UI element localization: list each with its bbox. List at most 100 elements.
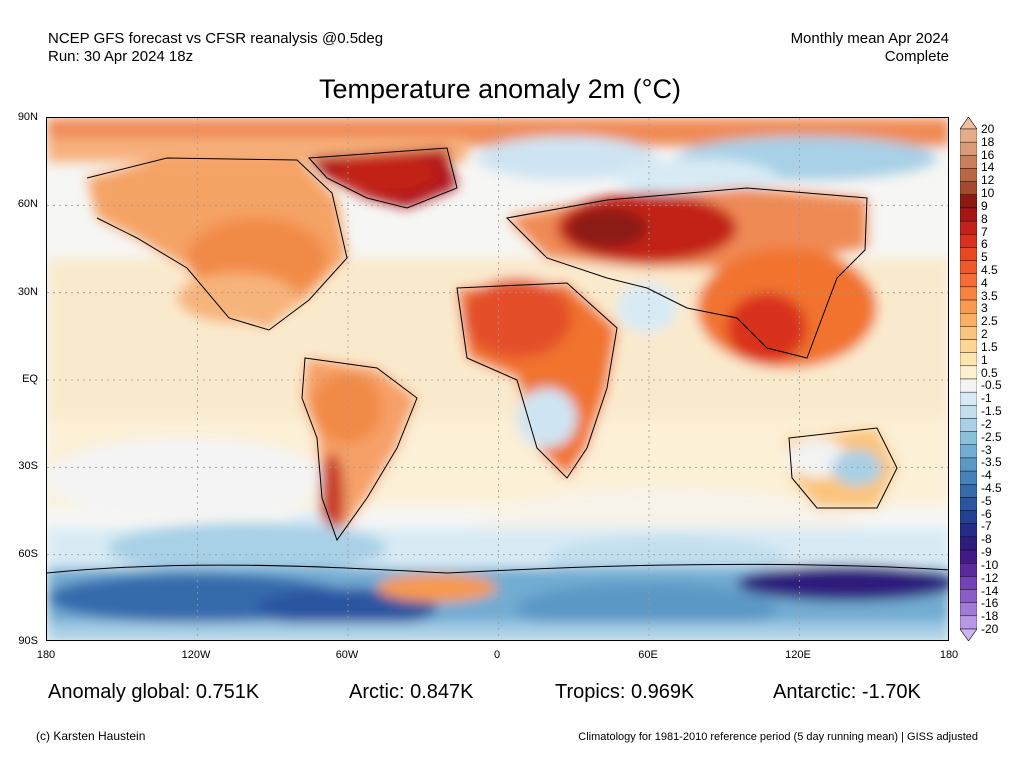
- model-description: NCEP GFS forecast vs CFSR reanalysis @0.…: [48, 30, 384, 47]
- colorbar-label: 6: [981, 237, 988, 252]
- colorbar-label: 12: [981, 173, 995, 188]
- colorbar-swatch: [960, 444, 977, 459]
- lon-label: 0: [493, 649, 501, 661]
- colorbar-swatch: [960, 536, 977, 551]
- colorbar-top-arrow: [960, 117, 977, 130]
- lat-label: 30S: [18, 460, 38, 472]
- colorbar-label: -1: [981, 391, 992, 406]
- colorbar-swatch: [960, 391, 977, 406]
- stat-label: Anomaly global:: [48, 681, 191, 703]
- colorbar-label: 10: [981, 186, 995, 201]
- colorbar-label: 18: [981, 134, 995, 149]
- colorbar-swatch: [960, 352, 977, 367]
- lat-label: 30N: [17, 286, 38, 298]
- colorbar-swatch: [960, 549, 977, 564]
- lon-label: 180: [36, 649, 56, 661]
- colorbar-label: 9: [981, 198, 988, 213]
- lat-label: 60N: [17, 198, 38, 210]
- stat-label: Antarctic:: [773, 681, 857, 703]
- colorbar-label: 0.5: [981, 365, 998, 380]
- colorbar-label: -6: [981, 506, 992, 521]
- lon-label: 180: [939, 649, 959, 661]
- lon-label: 60W: [335, 649, 359, 661]
- colorbar-label: -14: [981, 583, 999, 598]
- lat-label: EQ: [22, 373, 38, 385]
- colorbar-label: -2: [981, 416, 992, 431]
- colorbar-swatch: [960, 273, 977, 288]
- stat-value: 0.969K: [630, 681, 695, 703]
- colorbar-swatch: [960, 602, 977, 617]
- colorbar-label: -3: [981, 442, 992, 457]
- colorbar-label: -5: [981, 493, 992, 508]
- colorbar-label: -2.5: [981, 429, 1002, 444]
- colorbar-swatch: [960, 339, 977, 353]
- colorbar-swatch: [960, 563, 977, 577]
- colorbar-swatch: [960, 431, 977, 445]
- lon-label: 60E: [638, 649, 658, 661]
- colorbar-swatch: [960, 247, 977, 261]
- colorbar-label: 2.5: [981, 314, 998, 329]
- stat-tropics: Tropics: 0.969K: [555, 681, 694, 704]
- colorbar-swatch: [960, 260, 977, 274]
- colorbar-swatch: [960, 457, 977, 472]
- colorbar-bottom-arrow: [960, 628, 977, 641]
- colorbar-label: -8: [981, 532, 992, 547]
- anomaly-map: [46, 117, 949, 641]
- lat-label: 60S: [18, 548, 38, 560]
- colorbar-swatch: [960, 365, 977, 380]
- coastlines: [47, 147, 948, 574]
- colorbar-swatch: [960, 418, 977, 432]
- run-time: Run: 30 Apr 2024 18z: [48, 48, 194, 65]
- colorbar-label: -10: [981, 557, 999, 572]
- colorbar-swatch: [960, 615, 977, 630]
- stat-label: Arctic:: [349, 681, 405, 703]
- stat-label: Tropics:: [555, 681, 626, 703]
- header-left: NCEP GFS forecast vs CFSR reanalysis @0.…: [48, 30, 383, 66]
- colorbar-swatch: [960, 589, 977, 603]
- colorbar-label: -18: [981, 609, 999, 624]
- climatology-note: Climatology for 1981-2010 reference peri…: [578, 731, 978, 743]
- colorbar-label: -16: [981, 596, 999, 611]
- colorbar-label: 5: [981, 250, 988, 265]
- colorbar-swatch: [960, 220, 977, 235]
- colorbar-label: -7: [981, 519, 992, 534]
- colorbar-label: -20: [981, 622, 999, 636]
- colorbar-swatch: [960, 523, 977, 538]
- colorbar-swatch: [960, 510, 977, 524]
- colorbar-label: 3: [981, 301, 988, 316]
- colorbar-label: -4.5: [981, 480, 1002, 495]
- colorbar-swatch: [960, 286, 977, 301]
- colorbar-label: 1: [981, 352, 988, 367]
- colorbar-label: -9: [981, 545, 992, 560]
- colorbar-swatch: [960, 576, 977, 590]
- lat-label: 90N: [17, 111, 38, 123]
- period-label: Monthly mean Apr 2024: [790, 30, 949, 47]
- lat-label: 90S: [18, 635, 38, 647]
- colorbar-swatch: [960, 141, 977, 156]
- copyright: (c) Karsten Haustein: [36, 729, 146, 743]
- colorbar-swatch: [960, 313, 977, 327]
- colorbar-swatch: [960, 234, 977, 248]
- stat-global: Anomaly global: 0.751K: [48, 681, 259, 704]
- colorbar-label: 2: [981, 327, 988, 342]
- colorbar-swatch: [960, 497, 977, 511]
- colorbar-swatch: [960, 470, 977, 485]
- colorbar-label: -1.5: [981, 404, 1002, 419]
- map-title: Temperature anomaly 2m (°C): [319, 74, 681, 104]
- colorbar-label: 16: [981, 147, 995, 162]
- colorbar-label: 20: [981, 122, 995, 136]
- colorbar-label: -12: [981, 570, 999, 585]
- colorbar-label: 3.5: [981, 288, 998, 303]
- colorbar-label: 14: [981, 160, 995, 175]
- colorbar-label: 4: [981, 275, 988, 290]
- colorbar-swatch: [960, 155, 977, 169]
- graticule: [47, 118, 948, 640]
- colorbar-label: 4.5: [981, 263, 998, 278]
- colorbar-swatch: [960, 194, 977, 209]
- colorbar-swatch: [960, 128, 977, 143]
- colorbar-swatch: [960, 299, 977, 314]
- stat-arctic: Arctic: 0.847K: [349, 681, 474, 704]
- colorbar-label: 8: [981, 211, 988, 226]
- lon-label: 120E: [785, 649, 811, 661]
- colorbar-swatch: [960, 207, 977, 222]
